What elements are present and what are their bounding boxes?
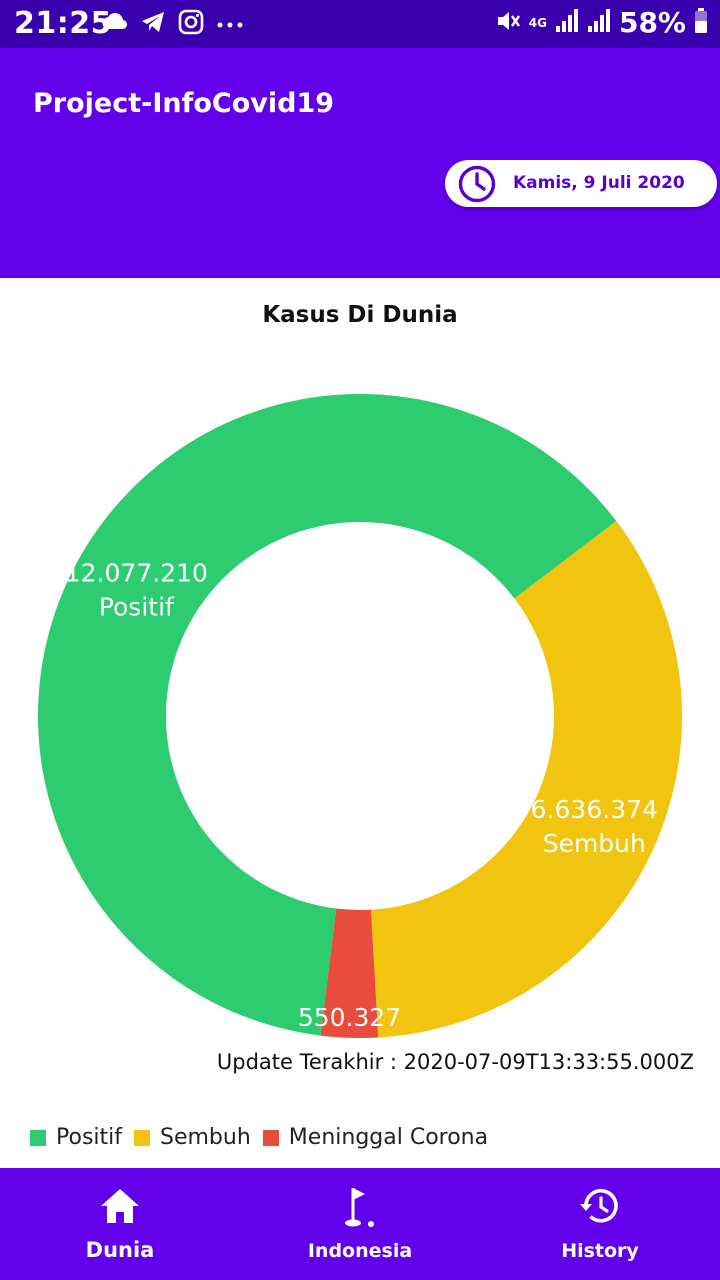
chart-title: Kasus Di Dunia [262,302,458,328]
legend-swatch [134,1129,150,1146]
legend-label: Sembuh [160,1125,251,1150]
legend-label: Positif [56,1125,122,1150]
donut-chart: 12.077.210 Positif 6.636.374 Sembuh 550.327 M… [38,394,683,1040]
legend-item-positif: Positif [30,1125,122,1150]
legend-swatch [262,1129,279,1146]
app-bar: Project-InfoCovid19 Kamis, 9 Juli 2020 [0,48,720,278]
slice-positif[interactable] [38,394,617,1036]
status-bar: 21:25 4G 58% [0,0,720,48]
telegram-icon [140,10,166,38]
more-dots-icon [216,15,244,34]
chart-legend: Positif Sembuh Meninggal Corona [30,1125,500,1150]
golf-flag-icon [240,1186,480,1234]
legend-label: Meninggal Corona [288,1125,489,1150]
slice-value-label: 12.077.210 [65,558,208,587]
nav-item-dunia[interactable]: Dunia [0,1168,240,1280]
slice-name-label: Meninggal [285,1037,415,1040]
legend-item-sembuh: Sembuh [134,1125,251,1150]
mute-icon [495,8,521,38]
slice-name-label: Sembuh [543,829,646,858]
nav-item-indonesia[interactable]: Indonesia [240,1168,480,1280]
last-update: Update Terakhir : 2020-07-09T13:33:55.00… [216,1050,694,1074]
history-icon [480,1186,720,1230]
cloud-icon [100,11,128,37]
clock-icon [458,165,496,207]
home-icon [0,1186,240,1230]
slice-value-label: 550.327 [298,1003,401,1032]
date-text: Kamis, 9 Juli 2020 [513,173,685,193]
signal-icon [587,8,611,38]
battery-icon [694,7,708,38]
slice-value-label: 6.636.374 [531,795,658,824]
bottom-navigation: Dunia Indonesia History [0,1168,720,1280]
legend-item-meninggal: Meninggal Corona [262,1125,489,1150]
date-pill[interactable]: Kamis, 9 Juli 2020 [445,160,717,207]
network-type: 4G [528,15,547,30]
slice-sembuh[interactable] [370,521,683,1038]
slice-name-label: Positif [99,592,175,621]
signal-icon [555,8,579,38]
instagram-icon [178,9,204,39]
status-time: 21:25 [14,6,112,41]
nav-label: Indonesia [307,1240,413,1262]
nav-item-history[interactable]: History [480,1168,720,1280]
legend-swatch [30,1129,46,1146]
nav-label: Dunia [85,1238,155,1262]
app-title: Project-InfoCovid19 [33,88,335,119]
slice-meninggal[interactable] [320,908,379,1038]
battery-percent: 58% [618,6,686,39]
nav-label: History [561,1240,639,1262]
